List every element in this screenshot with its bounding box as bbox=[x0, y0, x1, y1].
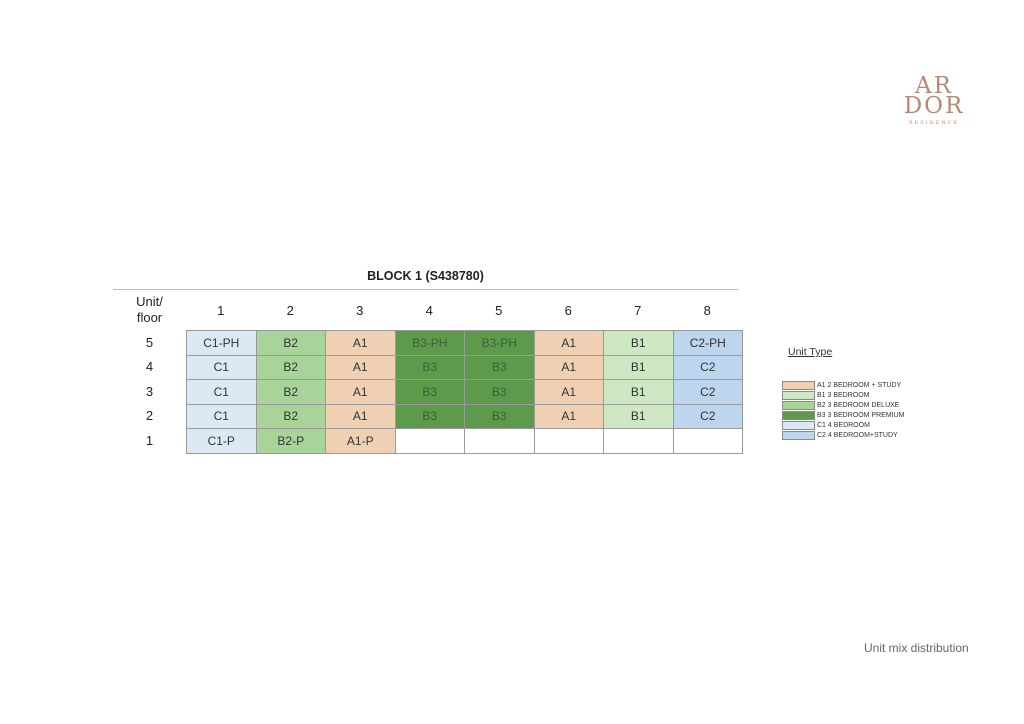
legend-title: Unit Type bbox=[788, 346, 833, 358]
unit-cell: B3-PH bbox=[394, 330, 465, 356]
unit-cell: A1 bbox=[325, 330, 396, 356]
unit-cell: C1-P bbox=[186, 428, 257, 454]
unit-type-legend: A1 2 BEDROOM + STUDY B1 3 BEDROOM B2 3 BED… bbox=[782, 380, 905, 440]
column-header: 6 bbox=[564, 302, 572, 318]
unit-cell: B3 bbox=[394, 403, 465, 429]
unit-cell bbox=[464, 428, 535, 454]
unit-cell: C2 bbox=[672, 379, 743, 405]
page-footer: Unit mix distribution bbox=[864, 641, 969, 655]
unit-cell: C2 bbox=[672, 403, 743, 429]
legend-swatch bbox=[782, 400, 815, 410]
unit-cell: B3-PH bbox=[464, 330, 535, 356]
legend-label: B1 3 BEDROOM bbox=[817, 391, 870, 399]
floor-label: 2 bbox=[145, 408, 154, 424]
floor-label: 3 bbox=[145, 383, 154, 399]
legend-item: A1 2 BEDROOM + STUDY bbox=[782, 380, 905, 390]
legend-label: A1 2 BEDROOM + STUDY bbox=[817, 381, 902, 389]
legend-item: B1 3 BEDROOM bbox=[782, 390, 905, 400]
floor-label: 4 bbox=[145, 359, 154, 375]
legend-item: C1 4 BEDROOM bbox=[782, 420, 905, 430]
unit-cell: B2 bbox=[255, 403, 326, 429]
unit-cell: A1 bbox=[325, 379, 396, 405]
unit-cell: B3 bbox=[394, 379, 465, 405]
unit-cell: C2-PH bbox=[672, 330, 743, 356]
title-divider bbox=[113, 289, 738, 290]
floor-label: 1 bbox=[145, 432, 154, 448]
unit-cell: B2 bbox=[255, 354, 326, 380]
logo-subtitle: RESIDENCE bbox=[908, 120, 960, 126]
unit-cell bbox=[603, 428, 674, 454]
legend-label: C1 4 BEDROOM bbox=[817, 421, 870, 429]
unit-cell: C1 bbox=[186, 403, 257, 429]
column-header: 4 bbox=[425, 302, 433, 318]
ardor-logo: AR DOR RESIDENCE bbox=[888, 73, 980, 127]
unit-cell bbox=[394, 428, 465, 454]
unit-cell: B3 bbox=[464, 403, 535, 429]
unit-cell: B2 bbox=[255, 330, 326, 356]
unit-cell: B3 bbox=[464, 354, 535, 380]
unit-cell: C2 bbox=[672, 354, 743, 380]
unit-cell: A1 bbox=[325, 354, 396, 380]
unit-cell: B3 bbox=[394, 354, 465, 380]
unit-cell bbox=[672, 428, 743, 454]
unit-cell: B1 bbox=[603, 379, 674, 405]
column-header: 3 bbox=[356, 302, 364, 318]
legend-swatch bbox=[782, 420, 815, 430]
logo-line-2: DOR bbox=[903, 93, 965, 119]
block-title: BLOCK 1 (S438780) bbox=[367, 269, 484, 283]
legend-label: B2 3 BEDROOM DELUXE bbox=[817, 401, 900, 409]
column-header: 1 bbox=[217, 302, 225, 318]
unit-cell: A1 bbox=[325, 403, 396, 429]
unit-cell: C1 bbox=[186, 379, 257, 405]
unit-cell: A1 bbox=[533, 354, 604, 380]
legend-swatch bbox=[782, 380, 815, 390]
unit-cell: A1-P bbox=[325, 428, 396, 454]
floor-label: 5 bbox=[145, 334, 154, 350]
unit-floor-header: Unit/ floor bbox=[136, 294, 163, 325]
legend-item: C2 4 BEDROOM+STUDY bbox=[782, 430, 905, 440]
unit-cell: B1 bbox=[603, 330, 674, 356]
unit-cell: B3 bbox=[464, 379, 535, 405]
unit-cell: C1-PH bbox=[186, 330, 257, 356]
legend-label: B3 3 BEDROOM PREMIUM bbox=[817, 411, 905, 419]
legend-swatch bbox=[782, 410, 815, 420]
legend-label: C2 4 BEDROOM+STUDY bbox=[817, 431, 898, 439]
column-header: 7 bbox=[634, 302, 642, 318]
unit-cell bbox=[533, 428, 604, 454]
unit-cell: C1 bbox=[186, 354, 257, 380]
legend-swatch bbox=[782, 390, 815, 400]
unit-cell: A1 bbox=[533, 379, 604, 405]
legend-item: B2 3 BEDROOM DELUXE bbox=[782, 400, 905, 410]
unit-cell: B1 bbox=[603, 403, 674, 429]
unit-cell: A1 bbox=[533, 403, 604, 429]
legend-swatch bbox=[782, 430, 815, 440]
unit-cell: B2 bbox=[255, 379, 326, 405]
logo-line-1: AR bbox=[915, 73, 953, 99]
unit-cell: B1 bbox=[603, 354, 674, 380]
legend-item: B3 3 BEDROOM PREMIUM bbox=[782, 410, 905, 420]
unit-cell: A1 bbox=[533, 330, 604, 356]
unit-cell: B2-P bbox=[255, 428, 326, 454]
column-header: 8 bbox=[703, 302, 711, 318]
column-header: 2 bbox=[286, 302, 294, 318]
column-header: 5 bbox=[495, 302, 503, 318]
